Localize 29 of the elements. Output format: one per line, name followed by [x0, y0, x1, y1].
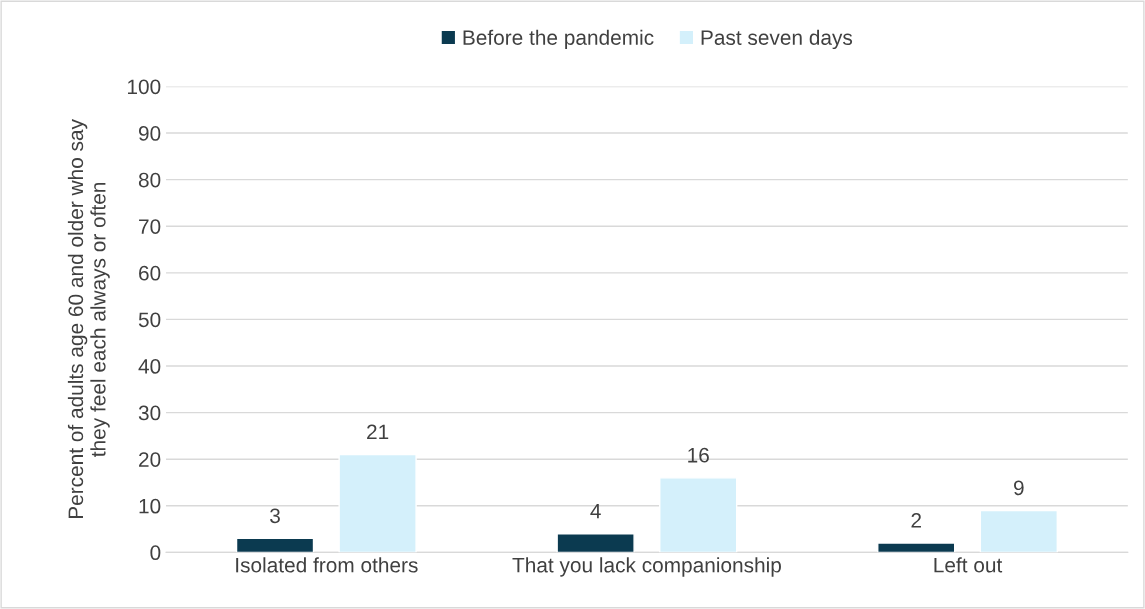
bar: [556, 533, 635, 553]
data-label: 16: [688, 447, 709, 463]
y-tick-label: 30: [138, 405, 161, 421]
bar: [338, 453, 417, 553]
legend-label: Past seven days: [701, 29, 853, 50]
x-tick-label: That you lack companionship: [512, 557, 781, 577]
y-tick-label: 0: [150, 545, 161, 561]
y-tick-label: 40: [138, 359, 161, 374]
x-tick-label: Left out: [934, 557, 1003, 573]
legend-label: Before the pandemic: [463, 29, 654, 50]
data-label: 4: [590, 503, 601, 519]
bar: [979, 509, 1058, 553]
y-tick-label: 60: [139, 265, 161, 281]
y-axis-title: Percent of adults age 60 and older who say they feel each always or often: [67, 119, 110, 519]
y-tick-label: 10: [139, 498, 161, 514]
data-label: 9: [1014, 480, 1024, 496]
bar: [659, 477, 738, 553]
bar: [877, 542, 956, 553]
data-label: 21: [367, 424, 389, 440]
data-label: 2: [911, 513, 921, 528]
y-tick-label: 80: [138, 172, 161, 188]
data-label: 3: [270, 508, 280, 524]
y-tick-label: 100: [128, 79, 161, 95]
x-tick-label: Isolated from others: [236, 557, 418, 573]
y-tick-label: 20: [139, 452, 161, 467]
y-tick-label: 70: [139, 219, 161, 234]
bar: [235, 537, 315, 553]
y-tick-label: 50: [138, 312, 161, 328]
y-tick-label: 90: [138, 126, 161, 141]
